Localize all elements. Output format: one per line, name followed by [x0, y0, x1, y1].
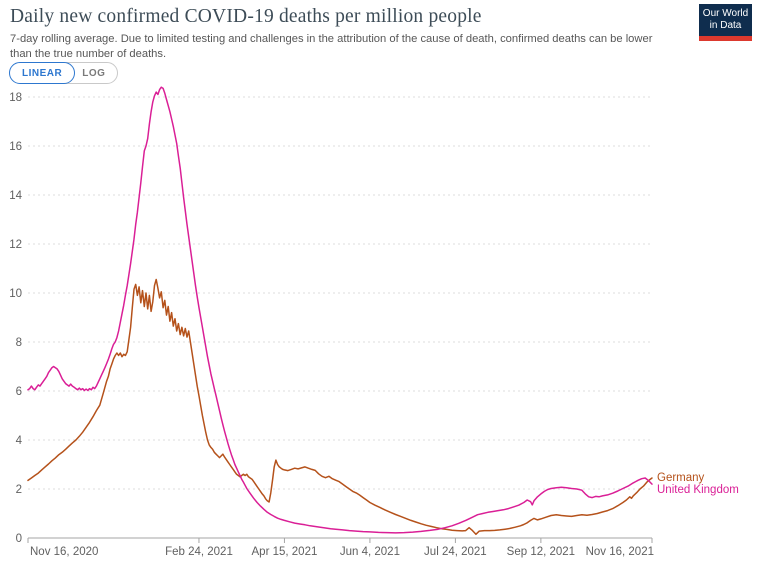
y-tick-label-4: 4: [16, 435, 23, 447]
x-tick-label-200: Jun 4, 2021: [340, 546, 400, 558]
series-line-united-kingdom[interactable]: [27, 86, 653, 534]
x-tick-label-0: Nov 16, 2020: [30, 546, 98, 558]
owid-logo-text: Our World in Data: [699, 4, 752, 36]
x-tick-label-365: Nov 16, 2021: [586, 546, 654, 558]
page-subtitle: 7-day rolling average. Due to limited te…: [10, 33, 653, 61]
chart-header: Daily new confirmed COVID-19 deaths per …: [10, 6, 690, 63]
series-label-united-kingdom[interactable]: United Kingdom: [657, 484, 739, 496]
page-title: Daily new confirmed COVID-19 deaths per …: [10, 6, 482, 27]
y-tick-label-18: 18: [9, 92, 22, 104]
x-tick-label-100: Feb 24, 2021: [165, 546, 233, 558]
owid-logo-line1: Our World: [702, 7, 749, 19]
linear-scale-button[interactable]: LINEAR: [9, 62, 76, 84]
log-scale-button[interactable]: LOG: [64, 62, 119, 84]
owid-logo: Our World in Data: [699, 4, 752, 41]
y-tick-label-0: 0: [16, 533, 22, 545]
y-tick-label-2: 2: [16, 484, 22, 496]
y-tick-label-10: 10: [9, 288, 22, 300]
x-tick-label-300: Sep 12, 2021: [507, 546, 575, 558]
x-tick-label-250: Jul 24, 2021: [424, 546, 487, 558]
owid-logo-line2: in Data: [709, 20, 742, 31]
owid-logo-red-bar: [699, 36, 752, 41]
y-tick-label-8: 8: [16, 337, 22, 349]
series-line-germany[interactable]: [27, 278, 653, 536]
y-tick-label-6: 6: [16, 386, 22, 398]
y-tick-label-12: 12: [9, 239, 22, 251]
y-tick-label-16: 16: [9, 141, 22, 153]
series-label-germany[interactable]: Germany: [657, 472, 705, 484]
scale-toggle: LINEAR LOG: [9, 62, 119, 84]
x-tick-label-150: Apr 15, 2021: [252, 546, 318, 558]
y-tick-label-14: 14: [9, 190, 22, 202]
